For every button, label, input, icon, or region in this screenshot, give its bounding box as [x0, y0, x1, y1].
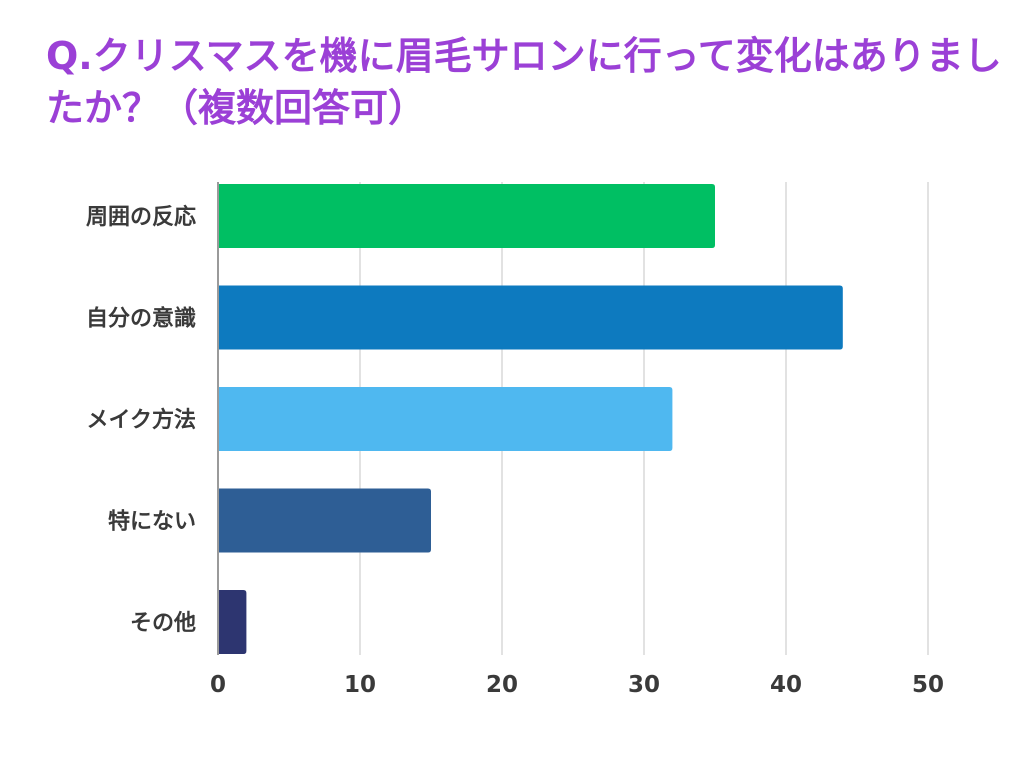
bar-3	[218, 387, 673, 451]
chart-title: Q.クリスマスを機に眉毛サロンに行って変化はありましたか？（複数回答可）	[46, 34, 1002, 130]
x-tick-label: 30	[628, 672, 660, 698]
category-label: 特にない	[108, 509, 196, 535]
category-label: メイク方法	[86, 407, 196, 433]
bar-1	[218, 184, 715, 248]
x-tick-label: 40	[770, 672, 802, 698]
bar-5	[218, 590, 247, 654]
x-tick-label: 50	[912, 672, 944, 698]
bar-2	[218, 285, 843, 350]
bar-4	[218, 488, 431, 553]
x-tick-labels: 0 10 20 30 40 50	[210, 672, 944, 698]
x-tick-label: 0	[210, 672, 226, 698]
category-label: 自分の意識	[86, 306, 196, 332]
bars	[218, 184, 843, 654]
x-tick-label: 20	[486, 672, 518, 698]
category-label: その他	[130, 611, 196, 636]
category-label: 周囲の反応	[86, 204, 196, 230]
x-tick-label: 10	[344, 672, 376, 698]
